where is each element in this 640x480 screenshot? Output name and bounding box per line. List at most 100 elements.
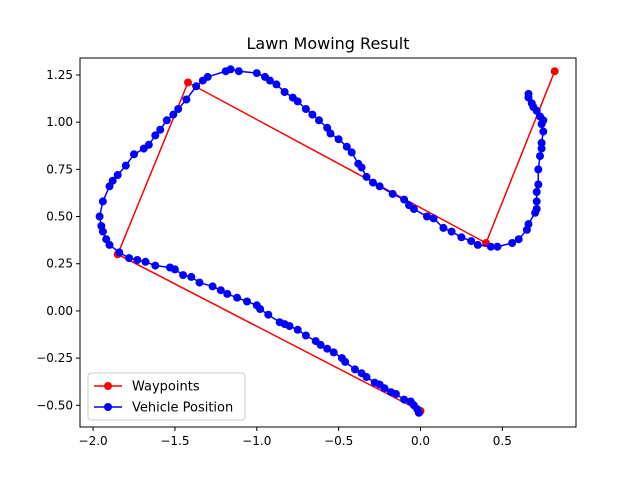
data-point-1-61 — [192, 82, 201, 91]
data-point-1-23 — [275, 318, 284, 327]
data-point-1-85 — [369, 178, 377, 187]
data-point-1-43 — [102, 235, 111, 244]
data-point-1-92 — [429, 214, 438, 223]
y-tick-label-3: 0.25 — [46, 257, 73, 271]
data-point-1-55 — [151, 131, 160, 140]
data-point-1-105 — [532, 205, 541, 213]
data-point-1-75 — [308, 110, 317, 119]
data-point-1-97 — [473, 240, 482, 249]
data-point-1-4 — [400, 395, 409, 404]
data-point-1-110 — [536, 152, 544, 161]
y-tick-label-7: 1.25 — [46, 68, 73, 82]
data-point-1-112 — [537, 138, 546, 147]
data-point-1-24 — [264, 310, 273, 319]
data-point-1-3 — [406, 397, 415, 406]
data-point-1-51 — [121, 161, 130, 170]
data-point-1-94 — [447, 227, 456, 236]
x-tick-label-3: −0.5 — [324, 434, 353, 448]
data-point-1-90 — [409, 205, 418, 213]
data-point-1-18 — [311, 337, 320, 346]
data-point-1-91 — [423, 212, 431, 221]
data-point-1-41 — [115, 248, 124, 257]
data-point-1-9 — [370, 378, 379, 387]
data-point-1-38 — [141, 257, 150, 266]
data-point-1-59 — [174, 105, 183, 113]
data-point-0-4 — [550, 67, 559, 76]
data-point-1-19 — [301, 331, 310, 340]
data-point-1-39 — [133, 256, 142, 264]
data-point-1-70 — [272, 80, 281, 89]
data-point-1-99 — [493, 242, 502, 251]
y-axis: −0.50 −0.25 0.00 0.25 0.50 0.75 1.00 1.25 — [36, 68, 80, 412]
data-point-1-29 — [223, 289, 232, 298]
data-point-1-76 — [315, 116, 323, 125]
data-point-1-33 — [187, 272, 196, 281]
series-1 — [95, 65, 548, 417]
data-point-1-45 — [97, 222, 106, 230]
data-point-1-71 — [280, 88, 289, 96]
data-point-1-98 — [486, 242, 495, 251]
y-tick-label-5: 0.75 — [46, 162, 73, 176]
data-point-1-57 — [162, 116, 171, 125]
data-point-1-58 — [169, 110, 178, 119]
legend-marker-0 — [104, 382, 112, 390]
data-point-1-37 — [151, 261, 160, 270]
data-point-1-93 — [439, 223, 448, 232]
data-point-1-87 — [388, 189, 397, 198]
data-point-1-80 — [342, 142, 351, 151]
data-point-1-78 — [326, 129, 335, 138]
data-point-1-63 — [203, 72, 212, 81]
legend-box — [87, 372, 246, 421]
data-point-1-79 — [334, 135, 343, 144]
data-point-1-67 — [252, 69, 261, 78]
data-point-1-11 — [357, 369, 366, 378]
data-point-1-111 — [537, 144, 546, 153]
x-tick-label-1: −1.5 — [160, 434, 189, 448]
data-point-0-2 — [184, 78, 192, 87]
data-point-1-47 — [98, 197, 107, 206]
data-point-1-27 — [243, 297, 251, 306]
data-point-1-50 — [113, 171, 122, 179]
data-point-1-100 — [508, 239, 517, 247]
y-tick-label-6: 1.00 — [46, 115, 73, 129]
data-point-1-12 — [351, 365, 359, 374]
data-point-1-20 — [293, 325, 302, 334]
data-point-1-34 — [179, 271, 188, 280]
data-point-1-83 — [357, 163, 366, 172]
plot-area — [95, 65, 559, 417]
data-point-1-46 — [95, 212, 104, 221]
data-point-1-101 — [514, 235, 523, 244]
data-point-1-84 — [362, 172, 371, 181]
data-point-1-73 — [293, 97, 302, 106]
chart-title: Lawn Mowing Result — [247, 34, 410, 53]
data-point-1-121 — [524, 89, 533, 98]
x-axis: −2.0 −1.5 −1.0 −0.5 0.0 0.5 — [79, 427, 512, 448]
x-tick-label-4: 0.0 — [411, 434, 430, 448]
data-point-1-81 — [347, 148, 356, 157]
data-point-1-113 — [539, 127, 548, 136]
data-point-1-6 — [387, 388, 395, 397]
data-point-1-30 — [216, 286, 225, 295]
data-point-1-16 — [323, 344, 332, 353]
x-tick-label-0: −2.0 — [79, 434, 108, 448]
data-point-1-74 — [301, 105, 310, 113]
legend-label-1: Vehicle Position — [132, 401, 233, 416]
y-tick-label-4: 0.50 — [46, 210, 73, 224]
y-tick-label-2: 0.00 — [46, 304, 73, 318]
data-point-1-107 — [532, 188, 541, 196]
data-point-1-31 — [208, 282, 217, 291]
data-point-1-56 — [156, 125, 165, 134]
data-point-1-88 — [400, 195, 409, 204]
y-tick-label-0: −0.50 — [36, 398, 73, 412]
x-tick-label-5: 0.5 — [493, 434, 512, 448]
legend-label-0: Waypoints — [132, 380, 200, 395]
data-point-1-52 — [130, 150, 138, 159]
data-point-1-66 — [234, 67, 243, 76]
data-point-1-95 — [457, 233, 466, 242]
data-point-1-40 — [125, 254, 134, 263]
data-point-1-108 — [534, 180, 543, 189]
data-point-1-109 — [534, 165, 543, 174]
data-point-1-28 — [233, 293, 242, 302]
data-point-1-36 — [166, 263, 174, 272]
